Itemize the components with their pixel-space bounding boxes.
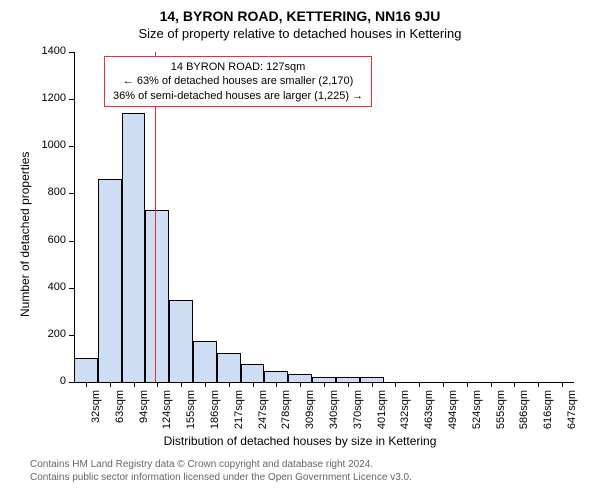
x-tick [276, 382, 277, 387]
y-tick-label: 1400 [26, 45, 66, 57]
x-axis-label: Distribution of detached houses by size … [0, 434, 600, 448]
y-tick-label: 1200 [26, 92, 66, 104]
x-tick-label: 401sqm [376, 390, 388, 440]
x-tick-label: 647sqm [566, 390, 578, 440]
x-tick [86, 382, 87, 387]
x-tick [491, 382, 492, 387]
y-tick-label: 800 [26, 186, 66, 198]
bar [264, 371, 288, 382]
y-tick-label: 400 [26, 281, 66, 293]
bar [169, 300, 193, 383]
callout-line: 14 BYRON ROAD: 127sqm [113, 60, 363, 74]
chart-container: 14, BYRON ROAD, KETTERING, NN16 9JU Size… [0, 0, 600, 500]
x-tick [348, 382, 349, 387]
bar [74, 358, 98, 382]
x-tick [181, 382, 182, 387]
x-tick [372, 382, 373, 387]
callout-line: ← 63% of detached houses are smaller (2,… [113, 74, 363, 88]
x-tick [419, 382, 420, 387]
x-tick [395, 382, 396, 387]
x-tick [229, 382, 230, 387]
x-tick-label: 432sqm [399, 390, 411, 440]
x-tick [134, 382, 135, 387]
x-tick-label: 586sqm [518, 390, 530, 440]
x-tick-label: 278sqm [280, 390, 292, 440]
x-tick [562, 382, 563, 387]
bar [217, 353, 241, 382]
x-tick-label: 32sqm [90, 390, 102, 440]
x-tick-label: 494sqm [447, 390, 459, 440]
x-tick [205, 382, 206, 387]
x-tick-label: 155sqm [185, 390, 197, 440]
chart-subtitle: Size of property relative to detached ho… [0, 26, 600, 41]
bar [122, 113, 146, 382]
x-tick [110, 382, 111, 387]
x-tick-label: 94sqm [138, 390, 150, 440]
footer-line: Contains public sector information licen… [30, 471, 412, 484]
bar [288, 374, 312, 382]
x-tick-label: 463sqm [423, 390, 435, 440]
x-tick [157, 382, 158, 387]
x-tick [443, 382, 444, 387]
y-tick-label: 1000 [26, 139, 66, 151]
x-tick-label: 616sqm [542, 390, 554, 440]
x-tick-label: 524sqm [471, 390, 483, 440]
x-tick [324, 382, 325, 387]
x-tick-label: 186sqm [209, 390, 221, 440]
x-tick [300, 382, 301, 387]
x-tick-label: 309sqm [304, 390, 316, 440]
bar [98, 179, 122, 382]
x-tick-label: 555sqm [495, 390, 507, 440]
bar [145, 210, 169, 382]
footer-line: Contains HM Land Registry data © Crown c… [30, 458, 412, 471]
x-tick [467, 382, 468, 387]
x-tick-label: 124sqm [161, 390, 173, 440]
callout-line: 36% of semi-detached houses are larger (… [113, 89, 363, 103]
callout-box: 14 BYRON ROAD: 127sqm← 63% of detached h… [104, 56, 372, 107]
bar [193, 341, 217, 382]
x-tick-label: 63sqm [114, 390, 126, 440]
x-tick-label: 370sqm [352, 390, 364, 440]
x-tick [253, 382, 254, 387]
y-tick-label: 600 [26, 234, 66, 246]
x-tick-label: 217sqm [233, 390, 245, 440]
chart-title: 14, BYRON ROAD, KETTERING, NN16 9JU [0, 8, 600, 24]
y-axis-line [74, 52, 75, 382]
x-tick [514, 382, 515, 387]
x-tick-label: 247sqm [257, 390, 269, 440]
bar [241, 364, 265, 382]
x-tick-label: 340sqm [328, 390, 340, 440]
x-tick [538, 382, 539, 387]
y-tick-label: 200 [26, 328, 66, 340]
y-tick-label: 0 [26, 375, 66, 387]
footer-attribution: Contains HM Land Registry data © Crown c… [30, 458, 412, 484]
